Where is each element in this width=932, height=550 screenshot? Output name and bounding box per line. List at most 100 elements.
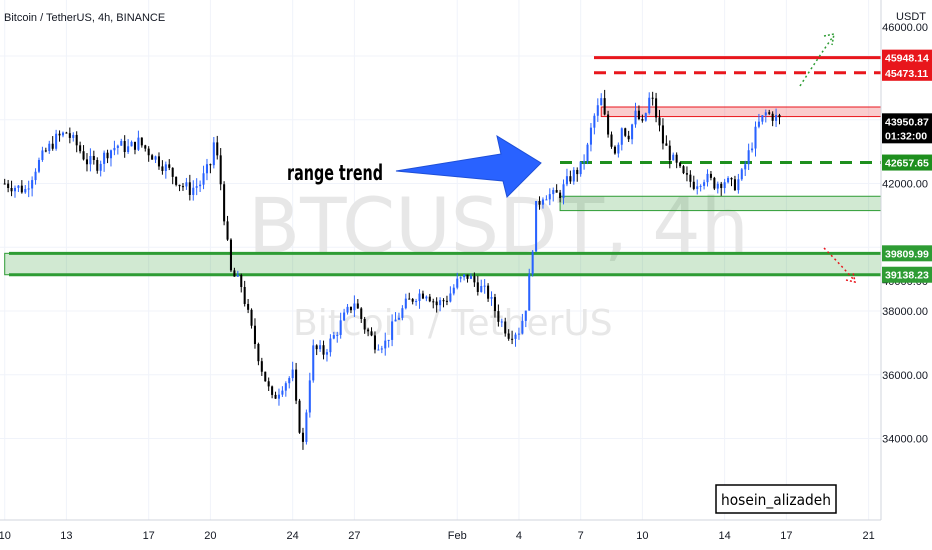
time-tick-label: Feb <box>448 530 467 542</box>
candle-up <box>617 144 620 154</box>
candle-up <box>469 276 472 279</box>
candle-up <box>586 144 589 162</box>
time-tick-label: 17 <box>143 530 155 542</box>
candle-up <box>548 194 551 200</box>
time-tick-label: 14 <box>719 530 731 542</box>
candle-down <box>79 145 82 152</box>
candle-down <box>655 98 658 118</box>
candle-up <box>747 150 750 165</box>
candle-up <box>531 251 534 275</box>
zones <box>4 106 882 276</box>
time-tick-label: 17 <box>780 530 792 542</box>
level-label-box <box>882 113 932 144</box>
candle-down <box>7 183 10 188</box>
candle-down <box>538 201 541 205</box>
candle-up <box>757 121 760 127</box>
candle-down <box>507 333 510 339</box>
candle-up <box>34 171 37 181</box>
candle-up <box>480 286 483 292</box>
candle-up <box>716 183 719 189</box>
candle-down <box>504 321 507 334</box>
candle-down <box>637 110 640 120</box>
candle-up <box>648 97 651 114</box>
grid <box>0 0 881 520</box>
candle-up <box>127 146 130 153</box>
candle-down <box>240 275 243 287</box>
candle-up <box>706 173 709 183</box>
candle-up <box>113 147 116 151</box>
candle-up <box>391 321 394 340</box>
candle-down <box>257 343 260 362</box>
candle-up <box>387 339 390 341</box>
candle-up <box>120 141 123 146</box>
level-label-box <box>882 64 932 81</box>
candle-down <box>322 345 325 355</box>
level-label-box <box>882 49 932 66</box>
candle-up <box>377 349 380 351</box>
candle-up <box>397 317 400 320</box>
time-tick-label: 13 <box>60 530 72 542</box>
candle-up <box>751 148 754 151</box>
candle-down <box>624 128 627 136</box>
candle-down <box>476 282 479 292</box>
candle-up <box>541 199 544 205</box>
candle-down <box>51 143 54 149</box>
name-watermark: Bitcoin / TetherUS <box>293 303 613 344</box>
price-zone <box>559 195 882 212</box>
candle-down <box>408 298 411 300</box>
candle-down <box>301 432 304 442</box>
candle-down <box>435 301 438 306</box>
candle-up <box>703 182 706 186</box>
candle-up <box>27 188 30 190</box>
candle-up <box>308 380 311 413</box>
candle-down <box>367 329 370 332</box>
candle-down <box>607 114 610 135</box>
candle-up <box>596 105 599 116</box>
candle-down <box>161 166 164 171</box>
candle-up <box>195 186 198 188</box>
candle-down <box>267 381 270 387</box>
candle-up <box>699 185 702 187</box>
candle-up <box>380 348 383 350</box>
candle-up <box>761 115 764 122</box>
candle-up <box>48 143 51 152</box>
candle-up <box>620 128 623 145</box>
candle-down <box>569 176 572 182</box>
candle-down <box>370 331 373 336</box>
candle-up <box>55 133 58 149</box>
candle-down <box>151 155 154 160</box>
candle-down <box>511 338 514 340</box>
price-zone <box>600 106 882 118</box>
candle-up <box>483 285 486 287</box>
level-label: 42657.65 <box>885 158 929 170</box>
time-tick-label: 27 <box>348 530 360 542</box>
candle-down <box>360 308 363 319</box>
candle-up <box>723 182 726 189</box>
candle-down <box>219 155 222 185</box>
candle-down <box>157 156 161 167</box>
candle-down <box>171 167 174 177</box>
candle-up <box>319 345 322 350</box>
candle-up <box>744 164 747 170</box>
candle-down <box>298 400 301 433</box>
candle-down <box>147 148 150 156</box>
candle-down <box>209 164 212 166</box>
candle-down <box>106 152 109 159</box>
candle-down <box>627 135 630 140</box>
candle-up <box>565 176 568 185</box>
candle-up <box>459 277 462 279</box>
candle-up <box>212 142 215 166</box>
candle-up <box>572 169 575 182</box>
price-axis-ticks: 34000.00 36000.00 38000.00 42000.00 <box>882 179 928 446</box>
candle-up <box>284 383 287 391</box>
currency-label: USDT <box>896 11 926 23</box>
time-axis-pane[interactable] <box>0 520 932 550</box>
candle-down <box>445 300 448 302</box>
candle-up <box>199 184 202 187</box>
candle-up <box>418 293 421 302</box>
candle-up <box>490 297 493 299</box>
candle-down <box>226 221 229 240</box>
candle-up <box>634 110 637 125</box>
candle-up <box>727 177 730 183</box>
candle-up <box>116 145 119 148</box>
